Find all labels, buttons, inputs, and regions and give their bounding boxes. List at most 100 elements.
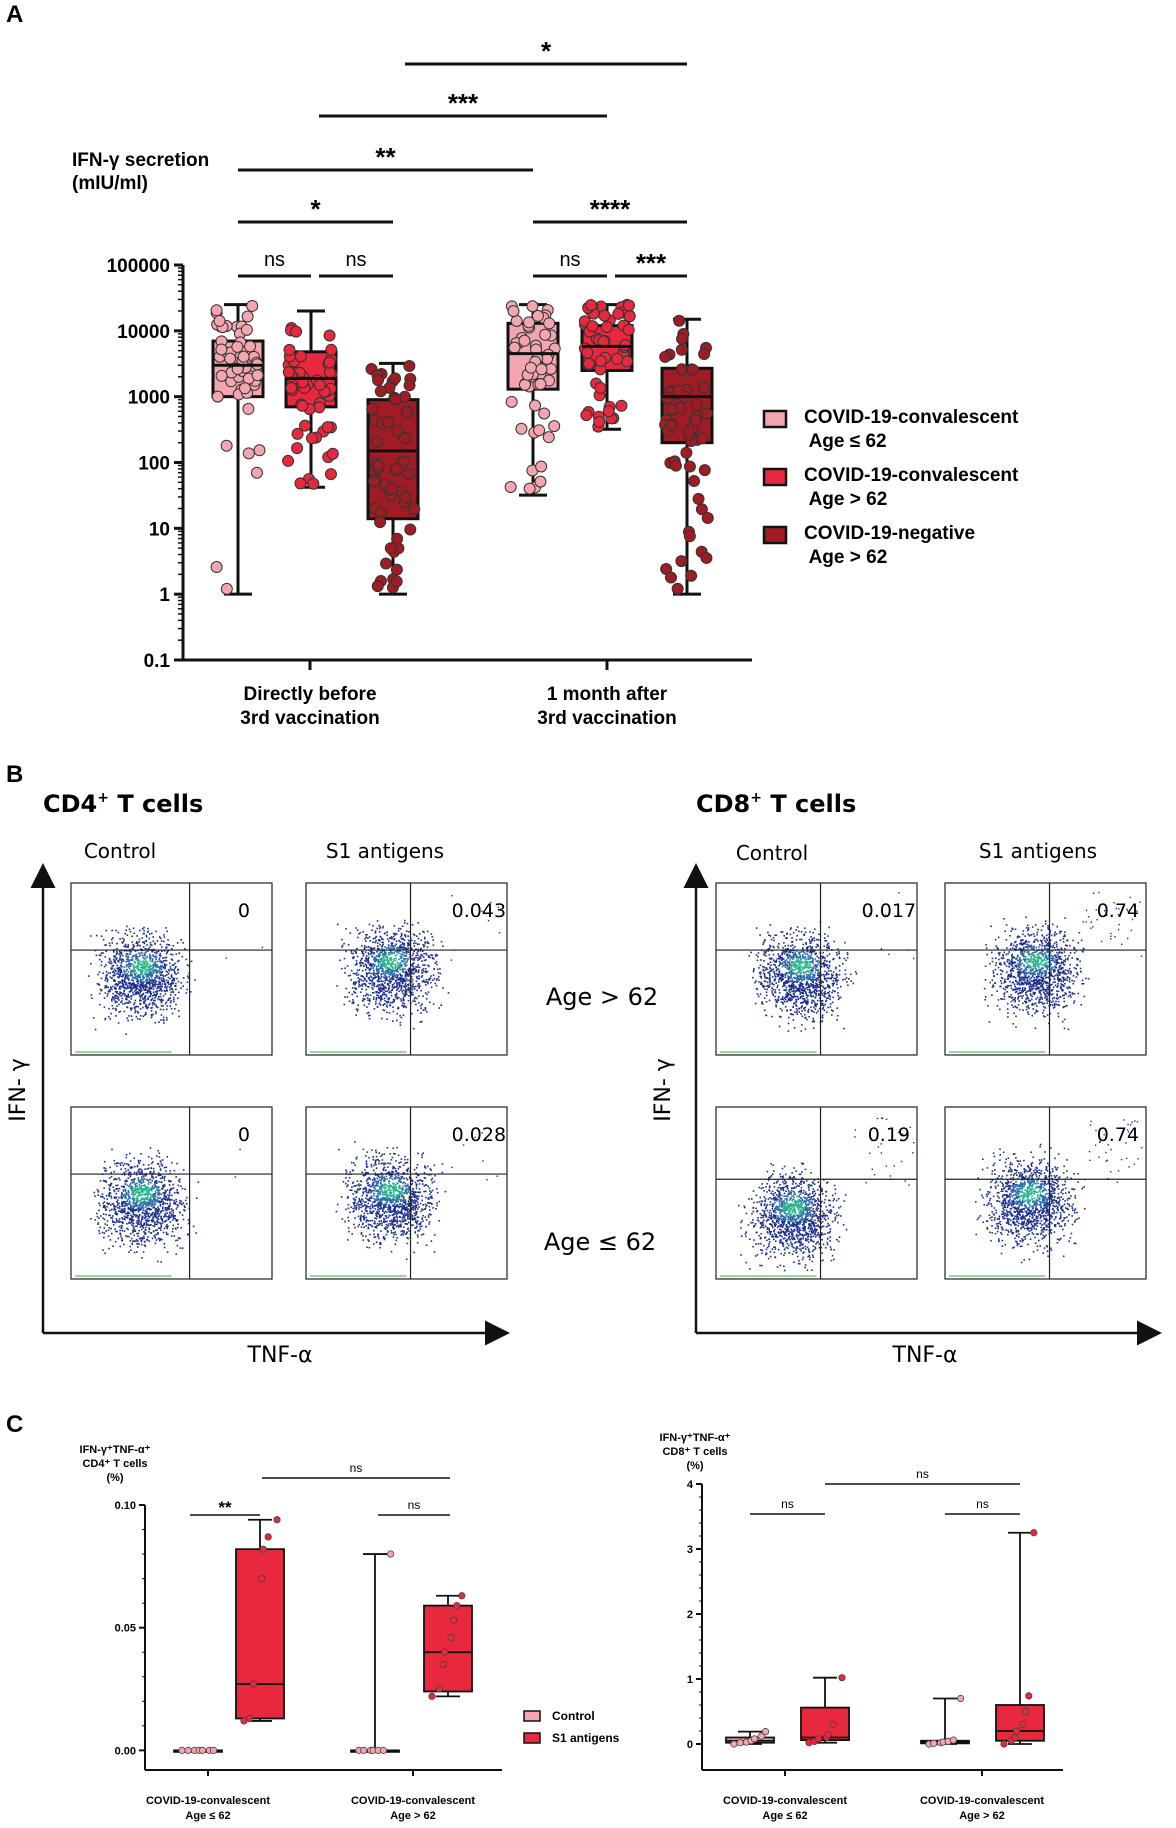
- event-dot: [354, 982, 356, 985]
- event-dot: [364, 951, 367, 953]
- event-dot: [147, 1167, 150, 1170]
- event-dot: [97, 1222, 100, 1224]
- event-dot: [386, 1146, 389, 1149]
- event-dot: [149, 1147, 152, 1149]
- event-dot: [166, 981, 168, 984]
- event-dot: [392, 987, 395, 989]
- event-dot: [173, 1169, 176, 1172]
- event-dot: [360, 961, 362, 964]
- event-dot: [143, 989, 145, 991]
- event-dot: [141, 1170, 143, 1172]
- event-dot: [169, 1216, 172, 1219]
- event-dot: [393, 1187, 396, 1189]
- event-dot: [399, 979, 401, 981]
- event-dot: [398, 965, 401, 967]
- event-dot: [130, 950, 132, 953]
- event-dot: [142, 1164, 145, 1166]
- event-dot: [161, 965, 164, 967]
- significance-label: ***: [636, 248, 667, 278]
- event-dot: [399, 941, 401, 943]
- event-dot: [400, 976, 402, 979]
- data-point: [612, 307, 625, 320]
- event-dot: [118, 1011, 120, 1013]
- event-dot: [138, 1168, 141, 1170]
- event-dot: [115, 1000, 117, 1003]
- event-dot: [362, 975, 365, 978]
- event-dot: [166, 988, 168, 990]
- event-dot: [124, 1207, 126, 1210]
- event-dot: [404, 983, 407, 985]
- event-dot: [162, 1192, 165, 1194]
- event-dot: [150, 1181, 152, 1184]
- event-dot: [110, 986, 112, 988]
- event-dot: [106, 1198, 109, 1200]
- event-dot: [426, 941, 429, 943]
- event-dot: [395, 957, 397, 959]
- event-dot: [400, 987, 403, 990]
- event-dot: [123, 1201, 126, 1203]
- event-dot: [114, 959, 116, 962]
- event-dot: [166, 1198, 168, 1201]
- event-dot: [159, 1192, 161, 1195]
- event-dot: [147, 930, 150, 933]
- event-dot: [116, 1201, 118, 1203]
- event-dot: [145, 934, 148, 937]
- event-dot: [144, 1245, 147, 1248]
- event-dot: [138, 1161, 140, 1163]
- event-dot: [137, 980, 139, 983]
- event-dot: [393, 925, 396, 927]
- event-dot: [185, 958, 187, 961]
- event-dot: [146, 986, 148, 988]
- event-dot: [145, 1205, 147, 1207]
- event-dot: [384, 982, 386, 984]
- event-dot: [439, 972, 442, 975]
- event-dot: [374, 931, 377, 934]
- event-dot: [359, 984, 362, 987]
- event-dot: [410, 1200, 413, 1202]
- event-dot: [158, 1227, 160, 1229]
- event-dot: [149, 1171, 151, 1174]
- event-dot: [123, 1215, 126, 1218]
- event-dot: [137, 1177, 140, 1179]
- y-tick-label: 1: [159, 585, 170, 606]
- event-dot: [422, 1233, 425, 1235]
- event-dot: [375, 936, 378, 938]
- event-dot: [125, 1180, 127, 1183]
- event-dot: [370, 1163, 373, 1166]
- event-dot: [376, 942, 379, 945]
- event-dot: [151, 1213, 154, 1215]
- data-point: [290, 325, 303, 338]
- event-dot: [371, 929, 373, 931]
- event-dot: [108, 1247, 110, 1250]
- event-dot: [397, 952, 400, 955]
- event-dot: [143, 954, 146, 957]
- event-dot: [147, 1164, 150, 1166]
- event-dot: [137, 1235, 139, 1237]
- event-dot: [369, 972, 371, 975]
- event-dot: [389, 950, 392, 953]
- event-dot: [142, 1006, 144, 1009]
- event-dot: [175, 1200, 178, 1203]
- event-dot: [139, 1214, 141, 1216]
- event-dot: [186, 988, 188, 991]
- event-dot: [362, 983, 365, 985]
- event-dot: [120, 1211, 122, 1213]
- event-dot: [397, 974, 399, 977]
- event-dot: [175, 1198, 177, 1201]
- event-dot: [171, 948, 173, 950]
- event-dot: [386, 1185, 389, 1187]
- event-dot: [118, 973, 120, 976]
- event-dot: [413, 959, 416, 961]
- event-dot: [104, 979, 107, 982]
- data-point: [220, 439, 233, 452]
- event-dot: [161, 985, 163, 988]
- event-dot: [367, 977, 370, 979]
- event-dot: [139, 1202, 142, 1205]
- event-dot: [156, 1220, 158, 1223]
- event-dot: [158, 1191, 160, 1194]
- event-dot: [131, 1215, 133, 1218]
- event-dot: [349, 932, 352, 934]
- event-dot: [387, 997, 389, 1000]
- event-dot: [138, 1187, 141, 1189]
- legend-label: COVID-19-convalescent Age ≤ 62: [804, 407, 1019, 452]
